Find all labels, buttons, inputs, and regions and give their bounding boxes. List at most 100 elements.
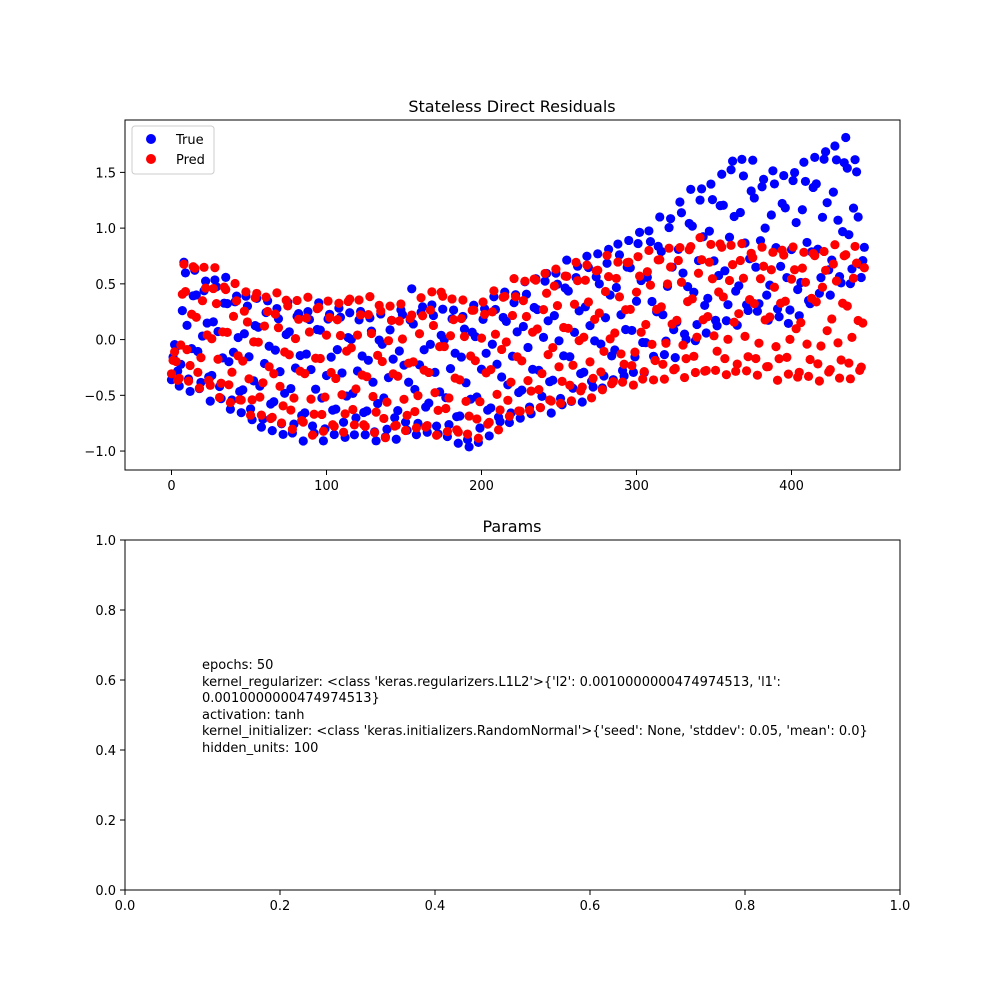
pred-point — [290, 333, 301, 344]
pred-point — [486, 364, 496, 375]
true-point — [790, 167, 800, 178]
true-point — [656, 246, 666, 257]
pred-point — [360, 421, 370, 431]
pred-point — [580, 275, 590, 285]
param-line: 0.0010000000474974513} — [202, 691, 380, 706]
true-point — [833, 215, 843, 225]
pred-point — [737, 238, 747, 249]
pred-point — [368, 391, 378, 402]
pred-point — [856, 362, 866, 372]
pred-point — [709, 331, 719, 341]
true-point — [449, 305, 459, 315]
true-point — [692, 319, 702, 330]
pred-point — [639, 367, 649, 377]
x-axis-ticks: 0 100 200 300 400 — [167, 470, 804, 494]
true-point — [749, 193, 759, 203]
x-tick-label: 200 — [469, 479, 494, 494]
true-point — [424, 398, 434, 408]
pred-point — [276, 418, 287, 428]
pred-point — [196, 352, 206, 363]
true-point — [737, 154, 747, 164]
true-point — [411, 430, 421, 440]
true-point — [600, 313, 611, 323]
true-point — [593, 249, 603, 259]
pred-point — [307, 430, 318, 440]
pred-point — [497, 344, 507, 355]
pred-point — [462, 429, 473, 439]
pred-point — [701, 365, 711, 376]
pred-point — [583, 297, 594, 307]
true-point — [852, 167, 862, 177]
pred-point — [224, 380, 234, 390]
pred-point — [191, 312, 201, 322]
true-point — [382, 424, 392, 434]
y-tick-label: 0.0 — [95, 884, 116, 899]
x-tick-label: 0.2 — [270, 899, 291, 914]
pred-point — [664, 243, 674, 253]
pred-point — [772, 375, 783, 385]
true-point — [633, 238, 643, 249]
true-point — [768, 166, 778, 176]
true-point — [700, 300, 710, 311]
pred-point — [264, 362, 274, 372]
pred-point — [732, 359, 742, 369]
pred-point — [258, 378, 268, 388]
true-point — [438, 304, 448, 314]
true-point — [780, 203, 790, 213]
pred-point — [185, 360, 195, 371]
pred-point — [641, 319, 651, 330]
pred-point — [263, 306, 273, 317]
pred-point — [650, 355, 660, 366]
pred-point — [648, 375, 659, 385]
pred-point — [458, 295, 468, 305]
x-tick-label: 100 — [314, 479, 339, 494]
true-point — [565, 352, 575, 362]
pred-point — [600, 286, 611, 297]
pred-point — [413, 391, 423, 401]
pred-point — [579, 332, 589, 342]
pred-point — [673, 255, 683, 266]
pred-point — [425, 305, 435, 315]
x-tick-label: 0.6 — [580, 899, 601, 914]
pred-point — [346, 343, 356, 353]
pred-point — [337, 390, 347, 400]
pred-point — [552, 300, 563, 311]
pred-point — [275, 381, 285, 391]
pred-point — [743, 352, 753, 362]
pred-point — [283, 301, 293, 311]
true-point — [518, 321, 528, 332]
pred-point — [396, 299, 406, 309]
true-point — [797, 205, 807, 215]
pred-point — [410, 406, 420, 417]
pred-point — [314, 302, 324, 312]
true-point — [678, 268, 688, 278]
true-point — [208, 317, 218, 327]
pred-point — [424, 367, 434, 378]
true-point — [769, 179, 780, 189]
pred-point — [596, 367, 606, 377]
pred-point — [630, 347, 640, 357]
true-point — [362, 406, 372, 416]
pred-point — [568, 360, 578, 370]
pred-point — [697, 255, 707, 265]
pred-point — [318, 426, 328, 436]
true-point — [373, 398, 383, 409]
pred-point — [692, 332, 702, 342]
true-point — [221, 272, 231, 282]
pred-point — [535, 403, 546, 413]
pred-point — [363, 309, 373, 320]
true-point — [278, 429, 288, 440]
pred-point — [540, 268, 550, 279]
pred-point — [476, 333, 487, 343]
true-point — [577, 397, 587, 407]
true-point — [311, 384, 321, 394]
pred-point — [418, 311, 428, 321]
true-point — [210, 275, 220, 285]
pred-point — [729, 317, 739, 327]
x-tick-label: 0.0 — [115, 899, 136, 914]
pred-point — [799, 247, 809, 257]
pred-point — [659, 374, 670, 384]
pred-point — [242, 317, 253, 327]
pred-point — [755, 274, 766, 284]
pred-point — [438, 291, 448, 301]
